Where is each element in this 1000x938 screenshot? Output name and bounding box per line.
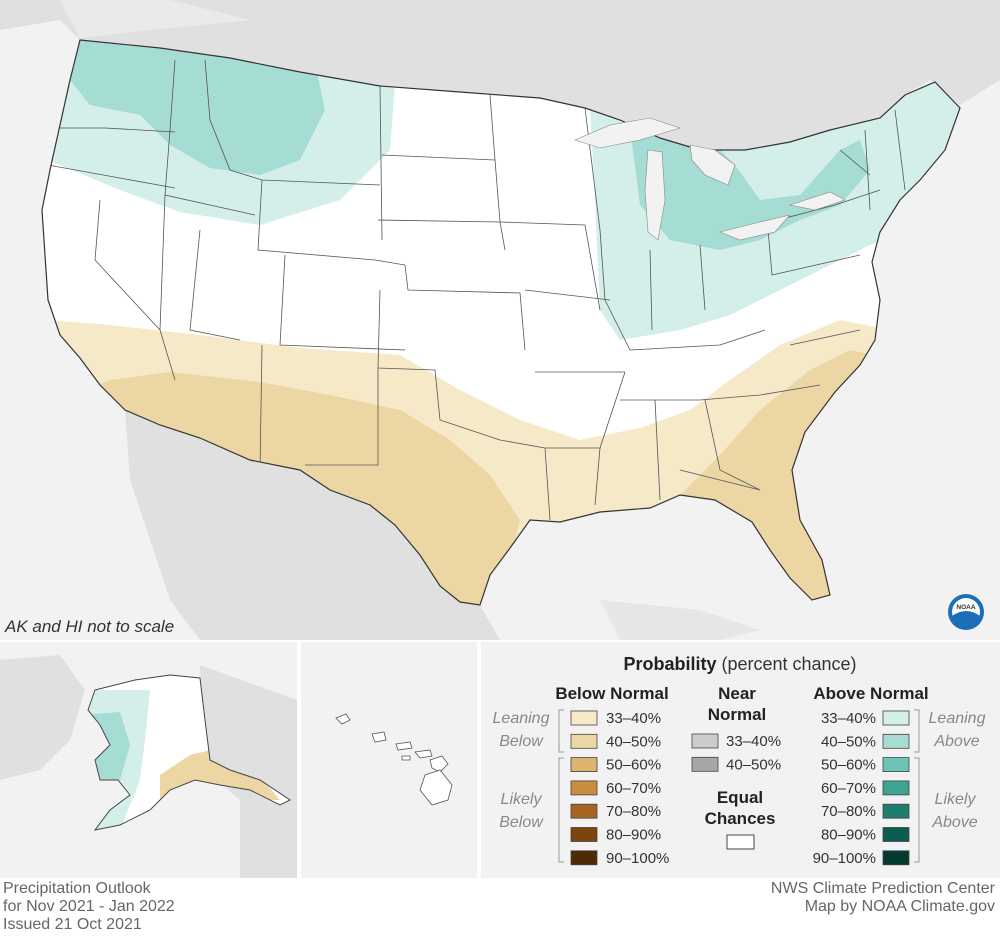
scale-note: AK and HI not to scale	[4, 617, 174, 636]
footer-issued: Issued 21 Oct 2021	[3, 916, 142, 933]
above-label-3: 60–70%	[821, 780, 876, 797]
above-swatch-0	[882, 710, 910, 726]
below-swatch-0	[570, 710, 598, 726]
near-label-0: 33–40%	[726, 733, 781, 750]
below-swatch-4	[570, 803, 598, 819]
above-label-5: 80–90%	[821, 827, 876, 844]
noaa-logo-text: NOAA	[956, 604, 975, 611]
state-boundaries	[47, 59, 906, 521]
likely-below-label-2: Below	[499, 814, 544, 831]
hawaii-islands	[335, 713, 453, 806]
above-normal-swatches: 33–40% 40–50% 50–60% 60–70% 70–80% 80–90% 90–1…	[813, 710, 910, 867]
noaa-logo: NOAA	[948, 594, 984, 630]
canada-land	[0, 0, 1000, 150]
footer-period: for Nov 2021 - Jan 2022	[3, 898, 175, 915]
footer-credit: Map by NOAA Climate.gov	[804, 898, 995, 915]
footer-right: NWS Climate Prediction Center Map by NOA…	[771, 880, 995, 916]
equal-chances-label-1: Equal	[717, 788, 763, 807]
map-canvas: NOAA AK and HI not to scale Probability(…	[0, 0, 1000, 880]
above-label-4: 70–80%	[821, 803, 876, 820]
below-label-2: 50–60%	[606, 757, 661, 774]
above-swatch-6	[882, 850, 910, 866]
above-swatch-2	[882, 757, 910, 772]
leaning-above-label-1: Leaning	[929, 710, 986, 727]
legend-title: Probability (percent chance)	[623, 654, 856, 674]
near-normal-swatches: 33–40% 40–50%	[691, 733, 781, 773]
below-swatch-2	[570, 757, 598, 772]
canada-islands	[60, 0, 250, 38]
legend-title-bold: Probability	[623, 654, 716, 674]
likely-above-label-1: Likely	[935, 791, 977, 808]
near-normal-header-1: Near	[718, 684, 756, 703]
footer-title: Precipitation Outlook	[3, 880, 151, 897]
footer-left: Precipitation Outlook for Nov 2021 - Jan…	[3, 880, 175, 934]
above-label-0: 33–40%	[821, 710, 876, 727]
footer-agency: NWS Climate Prediction Center	[770, 880, 995, 897]
leaning-below-label-2: Below	[499, 733, 544, 750]
below-swatch-1	[570, 733, 598, 749]
likely-above-label-2: Above	[931, 814, 977, 831]
below-swatch-3	[570, 780, 598, 796]
leaning-below-label-1: Leaning	[493, 710, 550, 727]
below-label-4: 70–80%	[606, 803, 661, 820]
above-likely-greatlakes	[630, 120, 870, 250]
equal-chances-label-2: Chances	[705, 809, 776, 828]
above-label-6: 90–100%	[813, 850, 876, 867]
legend-title-rest: (percent chance)	[721, 654, 856, 674]
above-swatch-5	[882, 827, 910, 842]
great-lakes	[574, 117, 846, 241]
alaska-outline	[87, 674, 291, 831]
near-normal-header-2: Normal	[708, 705, 767, 724]
conus-outline	[41, 39, 961, 606]
near-label-1: 40–50%	[726, 756, 781, 773]
near-swatch-0	[691, 733, 719, 749]
hawaii-inset	[301, 642, 477, 878]
below-label-0: 33–40%	[606, 710, 661, 727]
near-swatch-1	[691, 756, 719, 772]
above-likely-northwest	[70, 40, 325, 175]
above-label-2: 50–60%	[821, 757, 876, 774]
legend: Probability (percent chance) Below Normal…	[493, 654, 986, 867]
above-normal-header: Above Normal	[813, 684, 928, 703]
below-label-5: 80–90%	[606, 827, 661, 844]
likely-below-label-1: Likely	[501, 791, 543, 808]
below-swatch-5	[570, 827, 598, 842]
below-swatch-6	[570, 850, 598, 866]
canada-near-alaska	[200, 665, 297, 878]
legend-brackets	[558, 709, 920, 863]
above-swatch-1	[882, 733, 910, 749]
equal-chances-swatch	[726, 834, 755, 850]
above-swatch-4	[882, 803, 910, 819]
below-label-1: 40–50%	[606, 733, 661, 750]
russia-land	[0, 655, 85, 780]
below-normal-header: Below Normal	[555, 684, 668, 703]
leaning-above-label-2: Above	[933, 733, 979, 750]
above-label-1: 40–50%	[821, 733, 876, 750]
mexico-land	[125, 410, 500, 640]
below-label-3: 60–70%	[606, 780, 661, 797]
below-label-6: 90–100%	[606, 850, 669, 867]
below-normal-swatches: 33–40% 40–50% 50–60% 60–70% 70–80% 80–90% 90–1…	[570, 710, 669, 867]
caribbean-land	[600, 600, 760, 640]
above-swatch-3	[882, 780, 910, 796]
